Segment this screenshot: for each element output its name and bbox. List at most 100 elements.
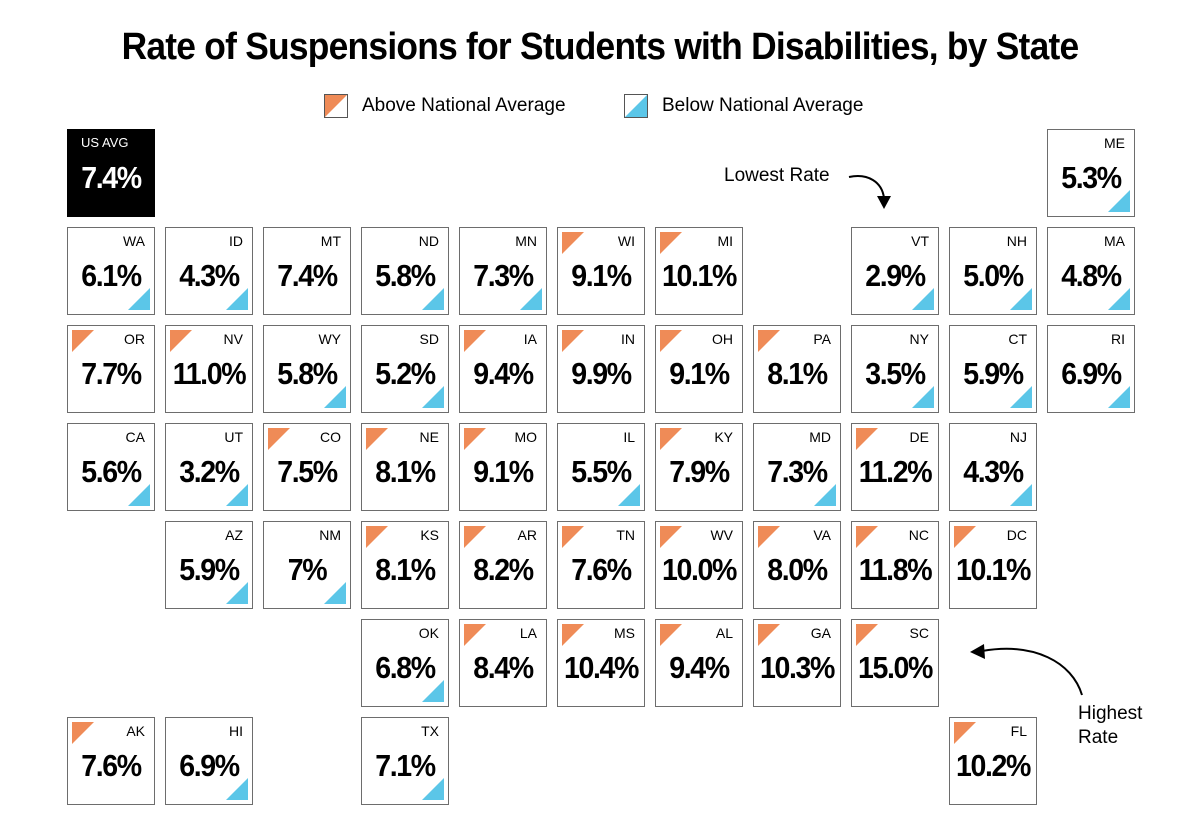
above-average-triangle-icon bbox=[562, 330, 584, 352]
state-abbr: TX bbox=[421, 723, 439, 739]
state-value: 5.2% bbox=[375, 356, 436, 391]
state-abbr: IA bbox=[523, 331, 537, 347]
above-average-triangle-icon bbox=[562, 624, 584, 646]
state-tile-nc: NC 11.8% bbox=[851, 521, 939, 609]
state-abbr: RI bbox=[1111, 331, 1125, 347]
state-tile-or: OR 7.7% bbox=[67, 325, 155, 413]
state-tile-dc: DC 10.1% bbox=[949, 521, 1037, 609]
above-average-triangle-icon bbox=[366, 526, 388, 548]
legend-below-swatch bbox=[624, 94, 648, 118]
above-average-triangle-icon bbox=[856, 624, 878, 646]
below-average-triangle-icon bbox=[1010, 484, 1032, 506]
state-abbr: HI bbox=[229, 723, 243, 739]
below-average-triangle-icon bbox=[422, 680, 444, 702]
state-abbr: OR bbox=[124, 331, 145, 347]
state-tile-ok: OK 6.8% bbox=[361, 619, 449, 707]
state-tile-me: ME 5.3% bbox=[1047, 129, 1135, 217]
state-tile-md: MD 7.3% bbox=[753, 423, 841, 511]
state-tile-tx: TX 7.1% bbox=[361, 717, 449, 805]
state-value: 5.6% bbox=[81, 454, 142, 489]
state-abbr: WY bbox=[318, 331, 341, 347]
state-abbr: TN bbox=[616, 527, 635, 543]
state-abbr: OK bbox=[418, 625, 439, 641]
state-value: 9.9% bbox=[571, 356, 632, 391]
below-average-triangle-icon bbox=[226, 582, 248, 604]
below-average-triangle-icon bbox=[422, 288, 444, 310]
highest-rate-line1: Highest bbox=[1078, 703, 1143, 724]
above-average-triangle-icon bbox=[72, 722, 94, 744]
state-value: 8.1% bbox=[375, 552, 436, 587]
above-average-triangle-icon bbox=[464, 624, 486, 646]
state-tile-wa: WA 6.1% bbox=[67, 227, 155, 315]
national-average-tile: US AVG 7.4% bbox=[67, 129, 155, 217]
state-value: 6.9% bbox=[1061, 356, 1122, 391]
state-value: 5.8% bbox=[277, 356, 338, 391]
state-abbr: SC bbox=[909, 625, 929, 641]
state-tile-nh: NH 5.0% bbox=[949, 227, 1037, 315]
state-tile-nm: NM 7% bbox=[263, 521, 351, 609]
state-value: 3.2% bbox=[179, 454, 240, 489]
state-abbr: MT bbox=[320, 233, 341, 249]
state-abbr: VA bbox=[813, 527, 831, 543]
state-value: 7.3% bbox=[767, 454, 828, 489]
below-average-triangle-icon bbox=[814, 484, 836, 506]
state-tile-vt: VT 2.9% bbox=[851, 227, 939, 315]
state-abbr: NH bbox=[1006, 233, 1027, 249]
state-value: 3.5% bbox=[865, 356, 926, 391]
state-abbr: OH bbox=[712, 331, 733, 347]
below-average-triangle-icon bbox=[1108, 288, 1130, 310]
state-tile-il: IL 5.5% bbox=[557, 423, 645, 511]
state-abbr: NC bbox=[908, 527, 929, 543]
state-value: 9.1% bbox=[669, 356, 730, 391]
state-value: 10.2% bbox=[956, 748, 1031, 783]
state-abbr: LA bbox=[519, 625, 537, 641]
above-average-triangle-icon bbox=[660, 526, 682, 548]
legend-below: Below National Average bbox=[624, 92, 863, 120]
state-value: 7.9% bbox=[669, 454, 730, 489]
state-abbr: MO bbox=[514, 429, 537, 445]
above-average-triangle-icon bbox=[268, 428, 290, 450]
state-abbr: AZ bbox=[225, 527, 243, 543]
below-average-triangle-icon bbox=[324, 386, 346, 408]
below-average-triangle-icon bbox=[422, 778, 444, 800]
state-abbr: IL bbox=[623, 429, 635, 445]
below-average-triangle-icon bbox=[128, 484, 150, 506]
state-abbr: WA bbox=[122, 233, 145, 249]
below-average-triangle-icon bbox=[1108, 386, 1130, 408]
state-tile-oh: OH 9.1% bbox=[655, 325, 743, 413]
highest-rate-annotation: Highest Rate bbox=[1078, 702, 1142, 750]
state-tile-ms: MS 10.4% bbox=[557, 619, 645, 707]
state-abbr: VT bbox=[911, 233, 929, 249]
state-tile-ak: AK 7.6% bbox=[67, 717, 155, 805]
above-average-triangle-icon bbox=[856, 428, 878, 450]
state-value: 10.1% bbox=[662, 258, 737, 293]
state-tile-nv: NV 11.0% bbox=[165, 325, 253, 413]
state-value: 10.0% bbox=[662, 552, 737, 587]
state-tile-nd: ND 5.8% bbox=[361, 227, 449, 315]
above-average-triangle-icon bbox=[954, 722, 976, 744]
state-tile-ar: AR 8.2% bbox=[459, 521, 547, 609]
state-tile-mo: MO 9.1% bbox=[459, 423, 547, 511]
above-average-triangle-icon bbox=[366, 428, 388, 450]
state-tile-fl: FL 10.2% bbox=[949, 717, 1037, 805]
state-value: 7.6% bbox=[81, 748, 142, 783]
state-tile-wi: WI 9.1% bbox=[557, 227, 645, 315]
above-average-triangle-icon bbox=[562, 526, 584, 548]
state-value: 10.4% bbox=[564, 650, 639, 685]
state-tile-ny: NY 3.5% bbox=[851, 325, 939, 413]
above-average-triangle-icon bbox=[464, 330, 486, 352]
above-average-triangle-icon bbox=[758, 624, 780, 646]
page-title: Rate of Suspensions for Students with Di… bbox=[121, 26, 1080, 68]
above-average-triangle-icon bbox=[660, 624, 682, 646]
state-value: 7% bbox=[287, 552, 328, 587]
state-value: 7.3% bbox=[473, 258, 534, 293]
state-value: 8.2% bbox=[473, 552, 534, 587]
above-triangle-icon bbox=[325, 95, 347, 117]
state-abbr: IN bbox=[621, 331, 635, 347]
state-value: 5.9% bbox=[963, 356, 1024, 391]
state-tile-al: AL 9.4% bbox=[655, 619, 743, 707]
lowest-rate-annotation: Lowest Rate bbox=[724, 165, 830, 186]
state-tile-ks: KS 8.1% bbox=[361, 521, 449, 609]
below-average-triangle-icon bbox=[226, 288, 248, 310]
state-value: 15.0% bbox=[858, 650, 933, 685]
